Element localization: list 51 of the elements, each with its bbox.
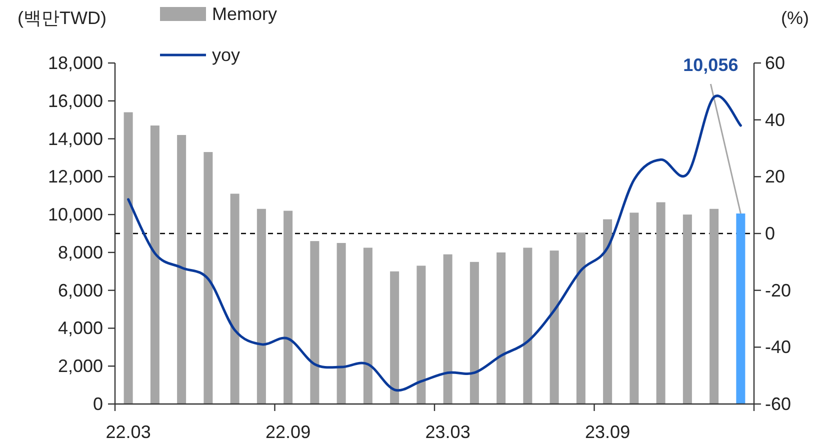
bar bbox=[150, 126, 160, 404]
bar bbox=[470, 262, 479, 404]
bar bbox=[443, 254, 452, 404]
x-tick-label: 22.09 bbox=[266, 422, 311, 442]
bar bbox=[390, 271, 400, 404]
x-tick-label: 23.03 bbox=[425, 422, 470, 442]
bar bbox=[496, 252, 506, 404]
y-tick-label: 14,000 bbox=[48, 128, 103, 149]
y-tick-label: 12,000 bbox=[48, 166, 103, 187]
y2-tick-label: 40 bbox=[765, 110, 786, 130]
bar bbox=[710, 208, 719, 404]
bar bbox=[523, 248, 532, 404]
bar bbox=[630, 212, 639, 404]
legend-label: yoy bbox=[212, 45, 240, 65]
y-tick-label: 4,000 bbox=[58, 318, 103, 338]
x-tick-label: 22.03 bbox=[106, 422, 151, 442]
bar bbox=[550, 250, 559, 404]
y-axis-title: (백만TWD) bbox=[18, 8, 106, 28]
y2-tick-label: 20 bbox=[765, 166, 786, 187]
bar bbox=[336, 242, 346, 404]
y-tick-label: 16,000 bbox=[48, 90, 103, 111]
bar bbox=[576, 232, 586, 404]
y2-tick-label: 0 bbox=[765, 224, 776, 244]
y2-tick-label: -40 bbox=[765, 337, 792, 358]
y2-tick-label: 60 bbox=[765, 53, 786, 73]
legend-label: Memory bbox=[212, 4, 278, 24]
bar bbox=[204, 152, 213, 404]
y-tick-label: 0 bbox=[92, 394, 103, 414]
y-tick-label: 8,000 bbox=[58, 242, 103, 262]
data-label: 10,056 bbox=[683, 55, 738, 75]
y2-tick-label: -20 bbox=[765, 280, 792, 300]
bar bbox=[177, 134, 186, 404]
x-tick-label: 23.09 bbox=[585, 422, 630, 442]
y-tick-label: 2,000 bbox=[58, 356, 103, 376]
y-tick-label: 18,000 bbox=[48, 53, 103, 73]
bar bbox=[256, 208, 266, 404]
y2-tick-label: -60 bbox=[765, 394, 792, 414]
bar bbox=[656, 202, 666, 404]
bar bbox=[736, 213, 746, 404]
bar bbox=[682, 214, 692, 404]
bar bbox=[124, 112, 133, 404]
y-tick-label: 6,000 bbox=[58, 280, 103, 300]
bar bbox=[310, 241, 320, 404]
y2-axis-title: (%) bbox=[781, 8, 809, 28]
bar bbox=[363, 248, 372, 404]
line-series bbox=[127, 94, 742, 392]
bar bbox=[230, 194, 240, 404]
bar bbox=[416, 266, 426, 404]
bar bbox=[284, 210, 293, 404]
bar bbox=[603, 219, 612, 404]
y-tick-label: 10,000 bbox=[48, 204, 103, 225]
